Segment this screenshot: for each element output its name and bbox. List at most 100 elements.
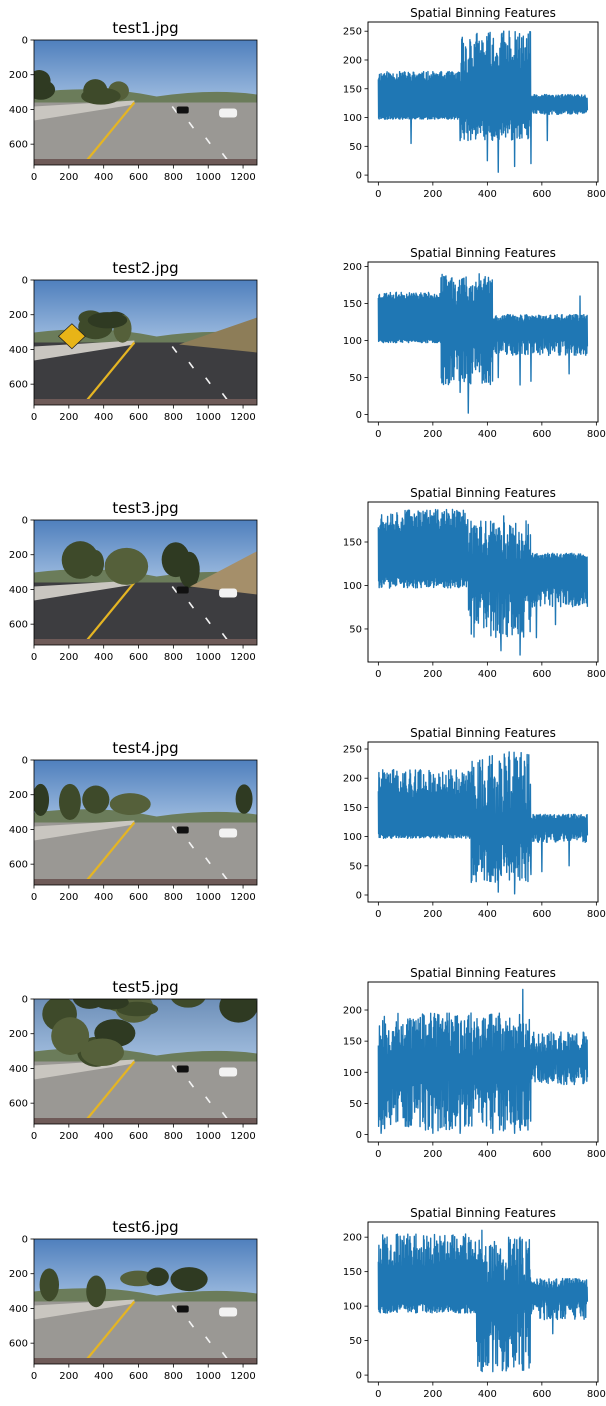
plot-ytick-label: 150 xyxy=(343,299,362,310)
photo xyxy=(34,280,257,405)
plot-ytick-label: 250 xyxy=(343,27,362,38)
image-title: test3.jpg xyxy=(112,499,178,517)
image-ytick-label: 600 xyxy=(9,860,28,871)
tree xyxy=(86,1275,107,1308)
image-ytick-label: 600 xyxy=(9,1339,28,1350)
lane-dash xyxy=(205,1096,211,1104)
tree xyxy=(146,1267,169,1287)
lane-dash xyxy=(221,152,228,160)
image-title: test4.jpg xyxy=(112,739,178,757)
lane-line xyxy=(82,101,136,165)
image-xtick-label: 1200 xyxy=(230,1371,255,1382)
image-panel: 0 200 400 600 800 1000 1200 0 200 400 600 test6.jpg xyxy=(9,1218,258,1382)
line-panel: 0 200 400 600 800 0 50 100 150 200 250 Spatial Binn… xyxy=(343,6,606,200)
image-xtick-label: 600 xyxy=(129,1371,148,1382)
lane-dash xyxy=(205,137,211,145)
lane-dash xyxy=(171,346,178,353)
plot-xtick-label: 800 xyxy=(587,189,606,200)
image-xtick-label: 0 xyxy=(31,1131,37,1142)
barrier xyxy=(34,340,135,361)
line-panel: 0 200 400 600 800 50 100 150 Spatial Binning Fea… xyxy=(343,486,606,680)
tree xyxy=(94,999,129,1010)
plot-xtick-label: 200 xyxy=(423,429,442,440)
image-ytick-label: 600 xyxy=(9,380,28,391)
lane-dash xyxy=(221,1111,228,1119)
plot-ytick-label: 100 xyxy=(343,581,362,592)
tree xyxy=(87,312,128,329)
plot-xtick-label: 0 xyxy=(375,669,381,680)
tree xyxy=(34,69,51,92)
tree xyxy=(219,999,257,1023)
plot-xtick-label: 200 xyxy=(423,669,442,680)
image-xtick-label: 800 xyxy=(164,1131,183,1142)
plot-ytick-label: 250 xyxy=(343,745,362,756)
image-xtick-label: 800 xyxy=(164,412,183,423)
image-xtick-label: 1200 xyxy=(230,412,255,423)
lane-line xyxy=(82,1300,136,1364)
photo xyxy=(34,760,257,885)
plot-ytick-label: 0 xyxy=(356,1371,362,1382)
series-line xyxy=(377,30,589,173)
image-xtick-label: 800 xyxy=(164,652,183,663)
plot-xtick-label: 600 xyxy=(532,429,551,440)
series-line xyxy=(377,273,589,414)
lane-dash xyxy=(188,1080,195,1088)
tree xyxy=(161,542,190,578)
image-ytick-label: 200 xyxy=(9,1269,28,1280)
image-xtick-label: 200 xyxy=(59,412,78,423)
lane-line xyxy=(82,341,136,405)
plot-frame-top xyxy=(367,501,599,663)
plot-ytick-label: 0 xyxy=(356,410,362,421)
car xyxy=(219,1307,238,1317)
tree xyxy=(170,1267,208,1292)
hood xyxy=(34,159,257,165)
image-ytick-label: 400 xyxy=(9,345,28,356)
plot-xtick-label: 0 xyxy=(375,909,381,920)
tree xyxy=(80,1038,125,1066)
plot-ytick-label: 50 xyxy=(349,1099,362,1110)
lane-dash xyxy=(188,1320,195,1328)
plot-xtick-label: 200 xyxy=(423,189,442,200)
image-xtick-label: 800 xyxy=(164,892,183,903)
plot-title: Spatial Binning Features xyxy=(410,966,556,980)
photo xyxy=(34,999,257,1124)
image-xtick-label: 400 xyxy=(94,172,113,183)
image-xtick-label: 1000 xyxy=(195,892,220,903)
tree xyxy=(52,999,69,1009)
lane-dash xyxy=(221,1351,228,1359)
image-xtick-label: 1000 xyxy=(195,652,220,663)
plot-xtick-label: 200 xyxy=(423,1149,442,1160)
plot-frame-top xyxy=(367,21,599,183)
image-xtick-label: 400 xyxy=(94,1371,113,1382)
image-ytick-label: 0 xyxy=(22,276,28,287)
plot-frame-top xyxy=(367,261,599,423)
plot-ytick-label: 150 xyxy=(343,1267,362,1278)
image-xtick-label: 1200 xyxy=(230,652,255,663)
series-line xyxy=(377,1229,589,1373)
photo xyxy=(34,1239,257,1364)
image-xtick-label: 200 xyxy=(59,1131,78,1142)
image-xtick-label: 1000 xyxy=(195,1371,220,1382)
plot-ytick-label: 50 xyxy=(349,861,362,872)
barrier xyxy=(34,820,135,841)
tree xyxy=(61,541,99,579)
image-ytick-label: 400 xyxy=(9,1064,28,1075)
tree xyxy=(171,999,206,1008)
tree xyxy=(58,783,81,820)
image-ytick-label: 400 xyxy=(9,825,28,836)
plot-ytick-label: 200 xyxy=(343,1006,362,1017)
hood xyxy=(34,1118,257,1124)
image-ytick-label: 400 xyxy=(9,1304,28,1315)
tree xyxy=(39,1268,60,1302)
image-xtick-label: 400 xyxy=(94,892,113,903)
plot-xtick-label: 600 xyxy=(532,189,551,200)
image-xtick-label: 1000 xyxy=(195,172,220,183)
image-ytick-label: 200 xyxy=(9,70,28,81)
image-xtick-label: 200 xyxy=(59,652,78,663)
lane-dash xyxy=(205,857,211,865)
plot-title: Spatial Binning Features xyxy=(410,6,556,20)
plot-ytick-label: 200 xyxy=(343,774,362,785)
plot-xtick-label: 600 xyxy=(532,669,551,680)
image-ytick-label: 200 xyxy=(9,550,28,561)
image-xtick-label: 800 xyxy=(164,1371,183,1382)
